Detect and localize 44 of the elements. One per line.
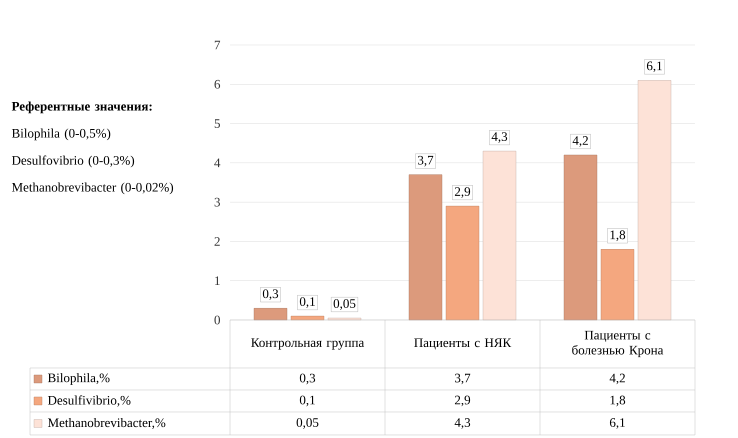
bar	[290, 316, 324, 320]
y-tick-label: 2	[214, 237, 220, 246]
bar	[254, 308, 288, 320]
text: 6,1	[646, 62, 662, 72]
legend-label: Bilophila,%	[48, 373, 110, 385]
y-tick-label: 7	[214, 40, 220, 50]
text: 0,3	[262, 289, 278, 300]
y-tick-label: 5	[214, 119, 220, 128]
y-tick-label: 1	[215, 276, 220, 285]
x-tick-label: Пациенты с НЯК	[414, 338, 512, 350]
data-label: 0,3	[300, 374, 316, 384]
text: 4,2	[572, 136, 588, 147]
text: 0,05	[334, 299, 356, 310]
bar	[600, 249, 634, 320]
bar	[564, 154, 598, 320]
y-tick-label: 6	[214, 80, 220, 89]
bar	[638, 80, 672, 320]
data-label: 1,8	[610, 396, 626, 406]
text: 0,1	[300, 297, 315, 308]
text: Bilophila (0-0,5%)	[12, 128, 110, 140]
text: 2,9	[454, 187, 470, 198]
bar	[408, 174, 442, 320]
text: 1,8	[610, 230, 626, 242]
bar	[482, 150, 516, 320]
y-tick-label: 0	[214, 316, 220, 324]
data-label: 2,9	[454, 396, 470, 406]
y-tick-label: 3	[214, 198, 220, 206]
legend-label: Methanobrevibacter,%	[48, 418, 166, 429]
x-tick-label: Пациенты с болезнью Крона	[572, 330, 664, 358]
data-label: 0,1	[300, 396, 315, 406]
text: Референтные значения:	[12, 102, 152, 114]
text: Desulfovibrio (0-0,3%)	[12, 156, 134, 168]
text: 4,3	[492, 132, 508, 143]
data-label: 6,1	[610, 418, 625, 429]
text: 3,7	[418, 156, 434, 166]
text: Methanobrevibacter (0-0,02%)	[12, 182, 174, 194]
x-tick-label: Контрольная группа	[251, 338, 364, 350]
data-label: 3,7	[455, 374, 470, 384]
data-label: 4,2	[610, 374, 625, 384]
data-label: 0,05	[296, 418, 318, 429]
y-tick-label: 4	[214, 158, 220, 168]
data-label: 4,3	[454, 418, 470, 429]
legend-label: Desulfivibrio,%	[48, 395, 131, 407]
bar	[446, 206, 480, 320]
